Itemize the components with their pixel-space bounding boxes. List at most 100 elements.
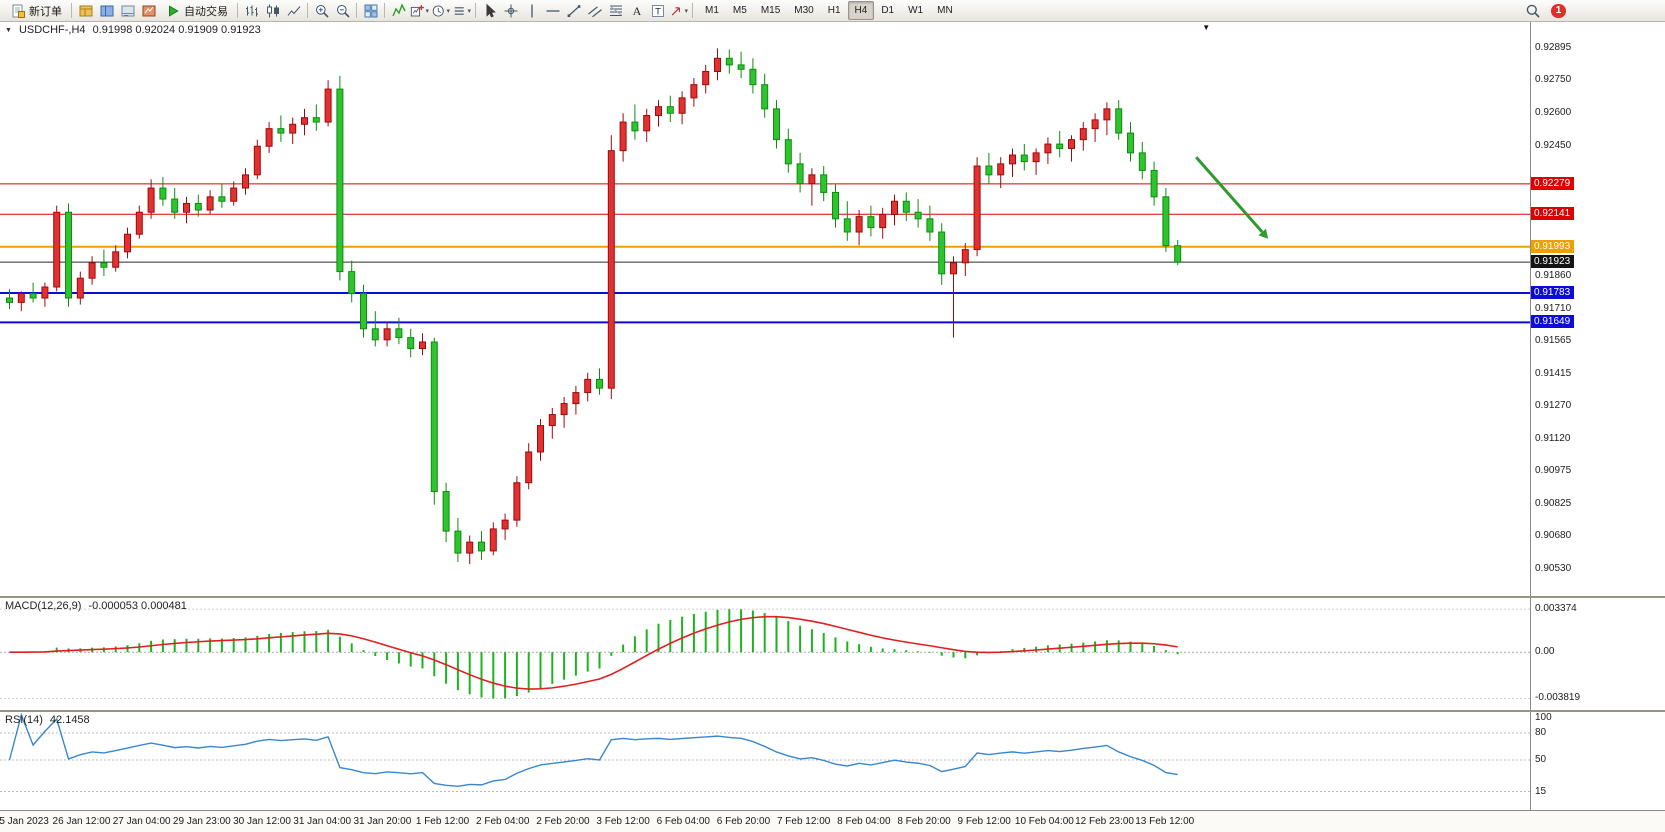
text-label-icon[interactable]: T — [647, 1, 668, 20]
timeframe-m30[interactable]: M30 — [794, 5, 814, 16]
rsi-axis[interactable]: 100 80 50 15 — [1530, 712, 1665, 810]
autotrading-button[interactable]: 自动交易 — [159, 1, 234, 20]
fibonacci-icon[interactable] — [605, 1, 626, 20]
zoom-in-icon[interactable] — [311, 1, 332, 20]
horizontal-line-icon[interactable] — [542, 1, 563, 20]
dropdown-caret-icon: ▾ — [684, 7, 688, 15]
pane-splitter[interactable] — [0, 596, 1665, 598]
price-chart-pane[interactable]: ▼ USDCHF-,H4 0.91998 0.92024 0.91909 0.9… — [0, 22, 1665, 596]
time-axis-label: 12 Feb 23:00 — [1075, 816, 1134, 827]
templates-icon[interactable]: ▾ — [451, 1, 472, 20]
price-axis-label: 0.90975 — [1535, 464, 1572, 476]
chart-ohlc-values: 0.91998 0.92024 0.91909 0.91923 — [92, 24, 261, 36]
timeframe-w1[interactable]: W1 — [908, 5, 924, 16]
toolbar-separator — [384, 3, 385, 18]
price-axis[interactable]: 0.92895 0.92750 0.92600 0.92450 0.91860 0.917… — [1530, 22, 1665, 596]
toolbar-separator — [71, 3, 72, 18]
rsi-value: 42.1458 — [49, 714, 90, 726]
time-axis-label: 30 Jan 12:00 — [233, 816, 291, 827]
text-icon[interactable]: A — [626, 1, 647, 20]
cursor-icon[interactable] — [479, 1, 500, 20]
shapes-icon[interactable]: ▾ — [668, 1, 689, 20]
line-chart-icon[interactable] — [283, 1, 304, 20]
time-axis-label: 2 Feb 20:00 — [536, 816, 590, 827]
time-axis-label: 25 Jan 2023 — [0, 816, 49, 827]
candlesticks — [6, 48, 1182, 565]
macd-label: MACD(12,26,9) — [5, 600, 82, 612]
price-tag: 0.92141 — [1531, 207, 1575, 221]
toolbar: 新订单 自动交易 ▾ ▾ ▾ A T ▾ M1 M5 M15 M30 H1 H4 D1 W1 MN 1 — [0, 0, 1665, 22]
price-axis-label: 0.90530 — [1535, 562, 1572, 574]
candlestick-chart-icon[interactable] — [262, 1, 283, 20]
timeframe-d1[interactable]: D1 — [881, 5, 895, 16]
chart-symbol-label: USDCHF-,H4 — [18, 24, 86, 36]
new-chart-icon[interactable]: ▾ — [409, 1, 430, 20]
price-axis-label: 0.90680 — [1535, 529, 1572, 541]
toolbar-separator — [237, 3, 238, 18]
rsi-axis-label: 100 — [1535, 712, 1552, 723]
time-axis-label: 6 Feb 04:00 — [656, 816, 710, 827]
chart-ohlc-header: ▼ USDCHF-,H4 0.91998 0.92024 0.91909 0.9… — [5, 24, 261, 36]
rsi-axis-label: 80 — [1535, 727, 1547, 738]
svg-text:T: T — [655, 6, 661, 17]
trendline-icon[interactable] — [563, 1, 584, 20]
price-axis-label: 0.91710 — [1535, 303, 1572, 314]
strategy-tester-icon[interactable] — [138, 1, 159, 20]
rsi-chart — [0, 712, 1530, 792]
price-tag: 0.92279 — [1531, 176, 1575, 190]
indicators-icon[interactable] — [388, 1, 409, 20]
macd-header: MACD(12,26,9) -0.000053 0.000481 — [5, 600, 187, 612]
price-axis-label: 0.91120 — [1535, 432, 1571, 444]
macd-axis[interactable]: 0.003374 0.00 -0.003819 — [1530, 598, 1665, 710]
timeframe-m1[interactable]: M1 — [705, 5, 719, 16]
time-axis-label: 7 Feb 12:00 — [776, 816, 831, 827]
timeframe-h1[interactable]: H1 — [827, 5, 841, 16]
rsi-pane[interactable]: RSI(14) 42.1458 100 80 50 15 — [0, 712, 1665, 810]
time-axis-label: 13 Feb 12:00 — [1135, 816, 1195, 827]
trend-arrow-annotation[interactable] — [1195, 156, 1264, 234]
macd-histogram — [20, 609, 1179, 699]
toolbar-separator — [692, 3, 693, 18]
time-axis-label: 31 Jan 04:00 — [293, 816, 352, 827]
timeframe-m5[interactable]: M5 — [732, 5, 747, 16]
price-axis-label: 0.90825 — [1535, 497, 1572, 509]
trend-arrow-head — [1258, 228, 1269, 239]
vertical-line-icon[interactable] — [521, 1, 542, 20]
notification-badge[interactable]: 1 — [1551, 3, 1566, 18]
timeframe-m15[interactable]: M15 — [760, 5, 781, 16]
search-icon[interactable] — [1522, 1, 1543, 20]
navigator-icon[interactable] — [96, 1, 117, 20]
price-axis-label: 0.92450 — [1535, 140, 1572, 152]
timeframe-h4[interactable]: H4 — [847, 1, 875, 20]
time-axis-label: 1 Feb 12:00 — [415, 816, 470, 827]
crosshair-icon[interactable] — [500, 1, 521, 20]
current-price-tag: 0.91923 — [1531, 255, 1575, 269]
price-axis-label: 0.91270 — [1535, 399, 1572, 411]
time-axis-label: 9 Feb 12:00 — [957, 816, 1011, 827]
data-window-icon[interactable] — [117, 1, 138, 20]
zoom-out-icon[interactable] — [332, 1, 353, 20]
toolbar-separator — [307, 3, 308, 18]
price-tag: 0.91649 — [1531, 315, 1575, 329]
chart-shift-marker-icon[interactable]: ▼ — [1202, 23, 1211, 32]
pane-splitter[interactable] — [0, 710, 1665, 712]
timeframe-mn[interactable]: MN — [937, 5, 953, 16]
price-axis-label: 0.91415 — [1535, 367, 1572, 379]
toolbar-separator — [475, 3, 476, 18]
tile-windows-icon[interactable] — [360, 1, 381, 20]
rsi-label: RSI(14) — [5, 714, 43, 726]
price-axis-label: 0.91565 — [1535, 334, 1572, 346]
market-watch-icon[interactable] — [75, 1, 96, 20]
macd-pane[interactable]: MACD(12,26,9) -0.000053 0.000481 0.00337… — [0, 598, 1665, 710]
candlestick-chart — [0, 48, 1530, 565]
dropdown-caret-icon: ▾ — [425, 7, 429, 15]
new-order-button[interactable]: 新订单 — [4, 1, 68, 20]
time-axis-label: 3 Feb 12:00 — [596, 816, 650, 827]
period-icon[interactable]: ▾ — [430, 1, 451, 20]
autotrading-play-icon — [165, 3, 181, 19]
chart-collapse-icon[interactable]: ▼ — [5, 26, 12, 34]
bar-chart-icon[interactable] — [241, 1, 262, 20]
channel-icon[interactable] — [584, 1, 605, 20]
